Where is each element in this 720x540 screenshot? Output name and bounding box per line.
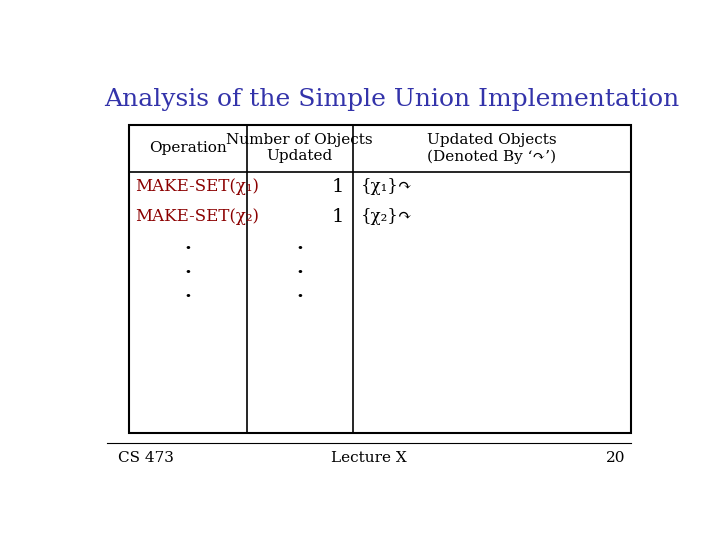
Text: .: . xyxy=(184,234,192,253)
Text: .: . xyxy=(297,259,303,276)
Text: Lecture X: Lecture X xyxy=(331,451,407,465)
Text: 20: 20 xyxy=(606,451,626,465)
Text: Operation: Operation xyxy=(149,141,227,156)
Text: .: . xyxy=(184,283,192,301)
Text: Analysis of the Simple Union Implementation: Analysis of the Simple Union Implementat… xyxy=(104,87,679,111)
Text: {χ₁}↷: {χ₁}↷ xyxy=(361,178,413,195)
Text: Updated Objects
(Denoted By ‘↷’): Updated Objects (Denoted By ‘↷’) xyxy=(427,133,557,164)
Text: Number of Objects
Updated: Number of Objects Updated xyxy=(227,133,373,164)
Text: .: . xyxy=(297,283,303,301)
Text: .: . xyxy=(297,234,303,253)
Text: MAKE-SET(χ₂): MAKE-SET(χ₂) xyxy=(135,208,258,225)
Text: CS 473: CS 473 xyxy=(118,451,174,465)
Text: 1: 1 xyxy=(332,178,344,195)
Text: 1: 1 xyxy=(332,207,344,226)
Text: {χ₂}↷: {χ₂}↷ xyxy=(361,208,413,225)
Text: MAKE-SET(χ₁): MAKE-SET(χ₁) xyxy=(135,178,258,195)
Text: .: . xyxy=(184,259,192,276)
